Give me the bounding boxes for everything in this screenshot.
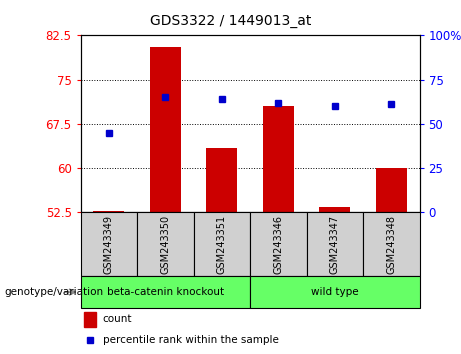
Text: GSM243347: GSM243347 (330, 215, 340, 274)
Text: genotype/variation: genotype/variation (5, 287, 104, 297)
Text: beta-catenin knockout: beta-catenin knockout (107, 287, 224, 297)
Bar (363, 212, 420, 276)
Text: GSM243346: GSM243346 (273, 215, 284, 274)
Bar (150, 47, 181, 212)
Text: GDS3322 / 1449013_at: GDS3322 / 1449013_at (150, 14, 311, 28)
Bar (250, 212, 307, 276)
Text: count: count (103, 314, 132, 325)
Text: GSM243351: GSM243351 (217, 215, 227, 274)
Bar (81, 212, 137, 276)
Bar (250, 276, 420, 308)
Bar (84, 312, 96, 327)
Bar (207, 148, 237, 212)
Bar (137, 212, 194, 276)
Bar (376, 168, 407, 212)
Text: percentile rank within the sample: percentile rank within the sample (103, 335, 278, 345)
Text: wild type: wild type (311, 287, 359, 297)
Text: GSM243350: GSM243350 (160, 215, 171, 274)
Text: GSM243349: GSM243349 (104, 215, 114, 274)
Bar (307, 212, 363, 276)
Bar (194, 212, 250, 276)
Bar (319, 206, 350, 212)
Bar (94, 211, 124, 212)
Text: GSM243348: GSM243348 (386, 215, 396, 274)
Bar (81, 276, 250, 308)
Bar (263, 106, 294, 212)
